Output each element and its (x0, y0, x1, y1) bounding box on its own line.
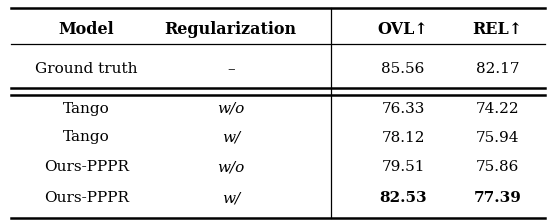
Text: –: – (227, 62, 235, 76)
Text: 85.56: 85.56 (381, 62, 425, 76)
Text: w/: w/ (222, 130, 240, 145)
Text: REL↑: REL↑ (473, 21, 523, 38)
Text: OVL↑: OVL↑ (378, 21, 429, 38)
Text: 76.33: 76.33 (381, 102, 425, 116)
Text: Model: Model (58, 21, 114, 38)
Text: Regularization: Regularization (165, 21, 297, 38)
Text: Ours-PPPR: Ours-PPPR (44, 191, 128, 205)
Text: Ours-PPPR: Ours-PPPR (44, 160, 128, 174)
Text: w/: w/ (222, 191, 240, 205)
Text: 82.17: 82.17 (476, 62, 519, 76)
Text: 74.22: 74.22 (476, 102, 519, 116)
Text: w/o: w/o (217, 160, 245, 174)
Text: 78.12: 78.12 (381, 130, 425, 145)
Text: 79.51: 79.51 (381, 160, 425, 174)
Text: 75.94: 75.94 (476, 130, 519, 145)
Text: Tango: Tango (63, 130, 110, 145)
Text: 75.86: 75.86 (476, 160, 519, 174)
Text: w/o: w/o (217, 102, 245, 116)
Text: 82.53: 82.53 (379, 191, 427, 205)
Text: 77.39: 77.39 (474, 191, 522, 205)
Text: Tango: Tango (63, 102, 110, 116)
Text: Ground truth: Ground truth (35, 62, 137, 76)
